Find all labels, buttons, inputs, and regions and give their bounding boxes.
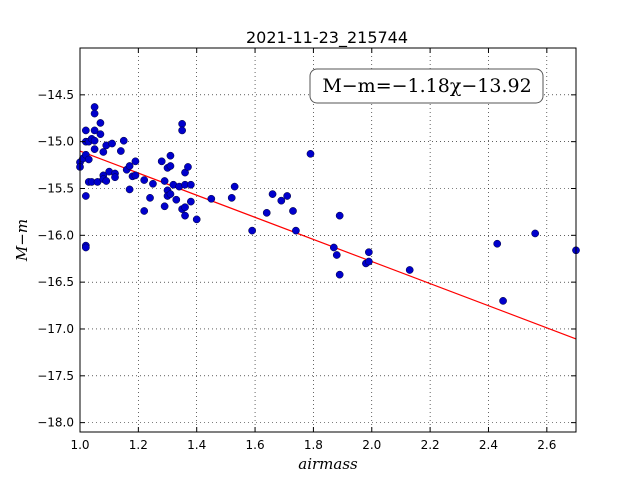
x-axis-label: airmass	[298, 455, 358, 473]
data-point	[108, 139, 116, 148]
equation-frame	[309, 68, 544, 104]
data-point	[160, 177, 169, 185]
fit-equation-box: M−m=−1.18χ−13.92	[309, 68, 544, 104]
data-point	[493, 239, 502, 248]
data-point	[157, 157, 166, 166]
data-point	[90, 136, 99, 145]
data-point	[335, 270, 344, 279]
data-point	[90, 109, 99, 118]
y-tick-label: −18.0	[37, 416, 74, 430]
data-point	[181, 211, 189, 220]
y-tick-label: −17.0	[37, 322, 74, 336]
data-point	[187, 197, 195, 206]
data-point	[131, 157, 140, 166]
data-point	[96, 119, 105, 127]
y-axis-label: M−m	[13, 219, 31, 262]
data-point	[81, 192, 90, 200]
data-point	[125, 185, 134, 194]
data-point	[140, 207, 149, 215]
data-point	[125, 162, 134, 170]
y-tick-labels: −14.5 −15.0 −15.5 −16.0 −16.5 −17.0 −17.5 −18.0	[37, 88, 74, 430]
data-point	[248, 226, 256, 235]
x-tick-label: 1.2	[129, 438, 148, 452]
x-tick-label: 1.0	[70, 438, 89, 452]
data-point	[283, 192, 292, 200]
x-tick-labels: 1.0 1.2 1.4 1.6 1.8 2.0 2.2 2.4 2.6	[70, 438, 556, 452]
data-point	[84, 155, 93, 164]
data-point	[178, 126, 186, 135]
data-point	[90, 103, 99, 111]
data-point	[531, 229, 540, 238]
data-point	[364, 248, 373, 257]
data-point	[149, 179, 157, 188]
data-point	[90, 145, 99, 154]
data-point	[81, 243, 90, 252]
y-tick-label: −15.5	[37, 181, 74, 195]
data-point	[289, 207, 297, 215]
x-tick-label: 1.6	[246, 438, 265, 452]
y-tick-label: −17.5	[37, 369, 74, 383]
x-tick-label: 2.0	[362, 438, 381, 452]
data-point	[230, 182, 239, 191]
data-point	[96, 130, 105, 139]
y-tick-label: −15.0	[37, 135, 74, 149]
x-tick-label: 2.2	[421, 438, 440, 452]
data-point	[172, 195, 181, 204]
plot-frame	[79, 47, 577, 433]
data-point	[277, 196, 286, 205]
data-point	[187, 180, 195, 189]
data-point	[166, 190, 175, 198]
data-point	[262, 208, 271, 217]
data-point	[99, 148, 108, 156]
data-point	[192, 215, 201, 224]
data-point	[335, 211, 344, 220]
x-tick-label: 2.4	[479, 438, 498, 452]
data-point	[292, 226, 300, 235]
data-point	[166, 162, 175, 170]
data-point	[184, 163, 192, 171]
grid	[79, 48, 576, 432]
data-point	[332, 251, 341, 259]
data-point	[306, 149, 315, 158]
data-point	[140, 176, 149, 184]
data-point	[81, 126, 90, 135]
x-tick-label: 1.4	[187, 438, 206, 452]
data-point	[499, 297, 507, 305]
x-tick-label: 1.8	[304, 438, 323, 452]
data-point	[364, 257, 373, 266]
y-tick-label: −14.5	[37, 88, 74, 102]
data-point	[90, 126, 99, 135]
data-point	[166, 151, 175, 160]
data-point	[119, 136, 128, 145]
axis-ticks	[79, 48, 576, 432]
data-point	[146, 194, 154, 202]
data-point	[268, 190, 277, 198]
data-point	[131, 171, 140, 180]
y-tick-label: −16.5	[37, 275, 74, 289]
y-tick-label: −16.0	[37, 228, 74, 242]
data-point	[405, 266, 414, 274]
data-point	[116, 147, 125, 155]
data-point	[102, 177, 111, 185]
data-point	[181, 203, 189, 212]
x-tick-label: 2.6	[537, 438, 556, 452]
data-point	[178, 120, 186, 128]
data-point	[329, 243, 338, 252]
chart-title: 2021-11-23_215744	[246, 28, 408, 48]
fit-equation: M−m=−1.18χ−13.92	[322, 75, 531, 97]
data-point	[111, 173, 119, 182]
data-point	[227, 194, 236, 202]
data-point	[160, 202, 169, 211]
data-point	[207, 194, 216, 203]
